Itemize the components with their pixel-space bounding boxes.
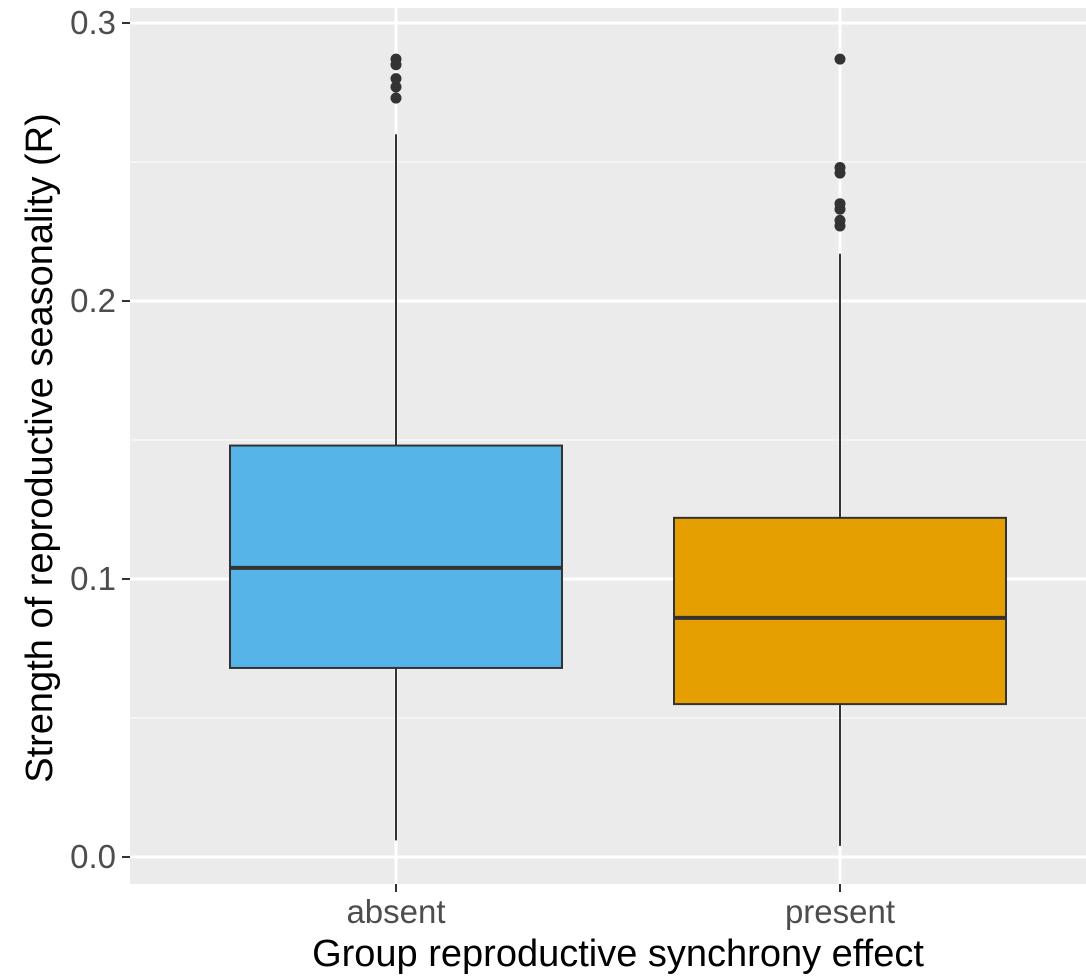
outlier-point xyxy=(390,73,402,85)
x-tick-label: present xyxy=(785,893,895,930)
outlier-point xyxy=(834,53,846,65)
outlier-point xyxy=(390,81,402,93)
iqr-box xyxy=(229,444,563,669)
y-tick-label: 0.3 xyxy=(70,4,116,41)
outlier-point xyxy=(834,198,846,210)
x-axis-ticks: absent present xyxy=(346,884,895,930)
outlier-point xyxy=(390,53,402,65)
outlier-point xyxy=(834,162,846,174)
box-present xyxy=(673,53,1007,846)
x-tick-label: absent xyxy=(346,893,445,930)
box-group xyxy=(229,53,1007,846)
x-axis-title: Group reproductive synchrony effect xyxy=(312,933,924,975)
y-tick-label: 0.1 xyxy=(70,560,116,597)
y-tick-label: 0.0 xyxy=(70,838,116,875)
outlier-point xyxy=(390,92,402,104)
y-axis-title: Strength of reproductive seasonality (R) xyxy=(19,113,61,783)
box-absent xyxy=(229,53,563,841)
y-axis-ticks: 0.0 0.1 0.2 0.3 xyxy=(70,4,130,875)
iqr-box xyxy=(673,516,1007,706)
y-tick-label: 0.2 xyxy=(70,282,116,319)
outlier-point xyxy=(834,214,846,226)
